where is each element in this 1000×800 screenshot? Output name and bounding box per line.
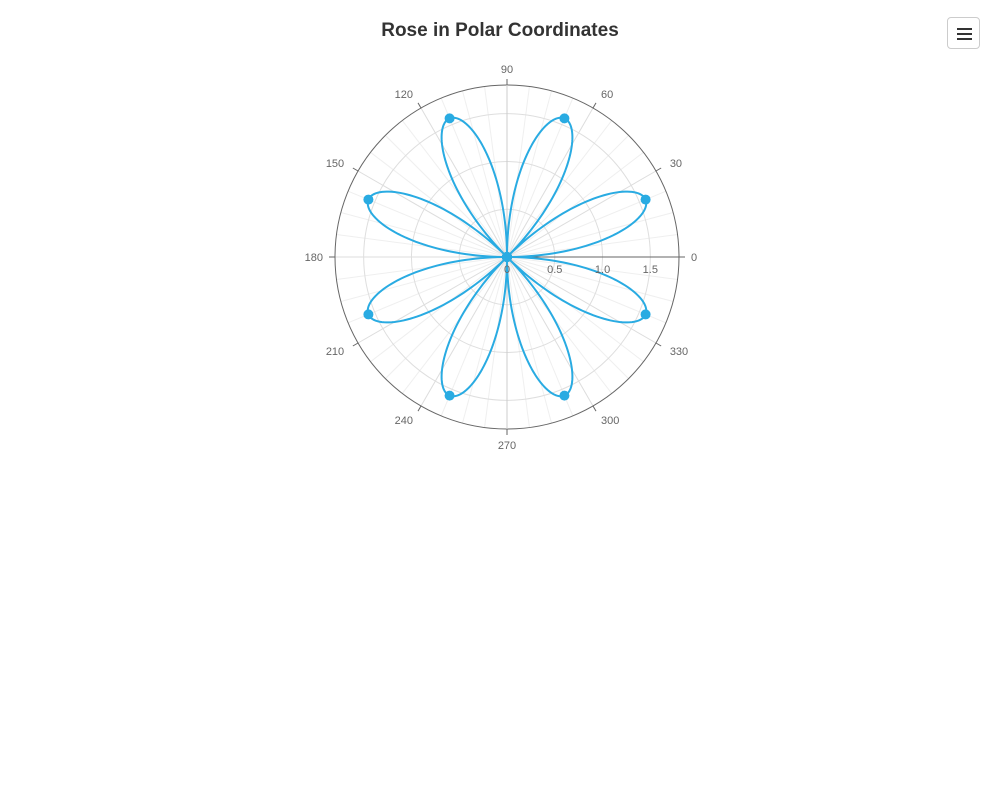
minor-spoke xyxy=(385,135,508,258)
angular-tick-label: 30 xyxy=(670,158,682,170)
major-spoke xyxy=(420,107,508,258)
angular-tick-label: 60 xyxy=(601,89,613,101)
angular-tick xyxy=(655,167,662,172)
radial-tick-label: 1.5 xyxy=(643,264,658,276)
radial-tick-label: 0 xyxy=(504,264,510,276)
angular-tick-label: 120 xyxy=(395,89,413,101)
major-spoke xyxy=(506,256,657,344)
major-spoke xyxy=(506,256,594,407)
angular-tick xyxy=(592,102,597,109)
chart-title: Rose in Polar Coordinates xyxy=(381,20,619,41)
angular-tick xyxy=(417,102,422,109)
data-point-marker[interactable] xyxy=(363,194,374,205)
major-spoke xyxy=(357,170,508,258)
data-point-marker[interactable] xyxy=(444,113,455,124)
data-point-marker[interactable] xyxy=(363,309,374,320)
data-point-marker[interactable] xyxy=(559,113,570,124)
minor-spoke xyxy=(506,256,629,379)
data-point-marker[interactable] xyxy=(444,390,455,401)
angular-tick xyxy=(417,405,422,412)
angular-tick-label: 300 xyxy=(601,415,619,427)
major-spoke xyxy=(506,107,594,258)
angular-tick-label: 90 xyxy=(501,64,513,76)
angular-tick xyxy=(655,342,662,347)
angular-tick-label: 150 xyxy=(326,158,344,170)
data-point-marker[interactable] xyxy=(640,309,651,320)
hamburger-menu-icon xyxy=(957,28,972,40)
major-spoke xyxy=(506,170,657,258)
minor-spoke xyxy=(506,135,629,258)
angular-tick-label: 270 xyxy=(498,440,516,452)
major-spoke xyxy=(420,256,508,407)
data-point-marker[interactable] xyxy=(640,194,651,205)
angular-tick-label: 0 xyxy=(691,252,697,264)
data-point-marker[interactable] xyxy=(502,252,512,262)
major-spoke xyxy=(357,256,508,344)
angular-tick-label: 180 xyxy=(305,252,323,264)
data-point-marker[interactable] xyxy=(559,390,570,401)
radial-tick-label: 1.0 xyxy=(595,264,610,276)
minor-spoke xyxy=(385,256,508,379)
angular-tick-label: 210 xyxy=(326,346,344,358)
angular-tick xyxy=(352,342,359,347)
angular-tick xyxy=(592,405,597,412)
angular-tick-label: 240 xyxy=(395,415,413,427)
angular-tick-label: 330 xyxy=(670,346,688,358)
chart-menu-button[interactable] xyxy=(947,17,980,49)
angular-tick xyxy=(352,167,359,172)
radial-tick-label: 0.5 xyxy=(547,264,562,276)
